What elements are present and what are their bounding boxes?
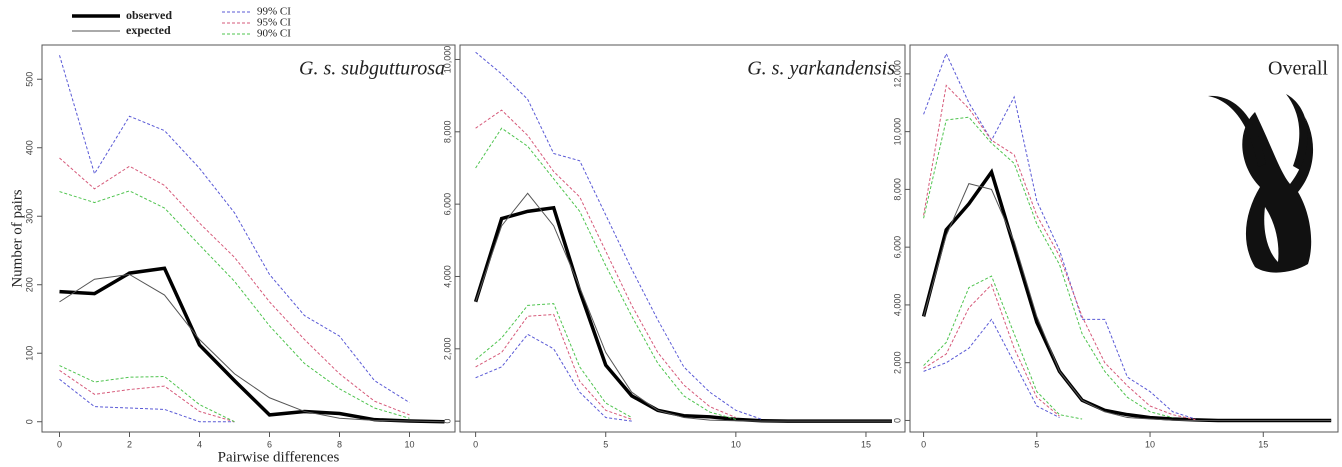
legend-label: expected bbox=[126, 23, 171, 37]
observed-line bbox=[59, 266, 445, 424]
expected-line bbox=[923, 183, 1332, 421]
y-tick-label: 0 bbox=[892, 418, 902, 423]
y-tick-label: 400 bbox=[24, 140, 34, 155]
plot-frame bbox=[459, 44, 906, 433]
ci-lower-line bbox=[923, 275, 1083, 420]
x-tick-label: 15 bbox=[861, 439, 871, 449]
x-tick-label: 5 bbox=[603, 439, 608, 449]
ci-upper-line bbox=[59, 55, 410, 403]
x-tick-label: 4 bbox=[197, 439, 202, 449]
y-tick-label: 2,000 bbox=[892, 351, 902, 374]
y-tick-label: 12,000 bbox=[892, 60, 902, 88]
ci-upper-line bbox=[475, 109, 737, 418]
x-axis-label: Pairwise differences bbox=[218, 449, 340, 465]
y-tick-label: 0 bbox=[24, 419, 34, 424]
y-tick-label: 6,000 bbox=[442, 193, 452, 216]
panel-title: Overall bbox=[1268, 58, 1328, 80]
x-tick-label: 0 bbox=[921, 439, 926, 449]
legend-label: 95% CI bbox=[257, 17, 291, 29]
ci-upper-line bbox=[923, 84, 1196, 421]
x-tick-label: 6 bbox=[267, 439, 272, 449]
ci-lower-line bbox=[475, 313, 632, 420]
y-tick-label: 10,000 bbox=[892, 118, 902, 146]
legend-label: observed bbox=[126, 8, 172, 22]
ci-lower-line bbox=[475, 303, 632, 418]
ci-lower-line bbox=[59, 378, 235, 423]
ci-upper-line bbox=[59, 157, 410, 416]
gazelle-illustration bbox=[1208, 94, 1314, 273]
x-tick-label: 15 bbox=[1258, 439, 1268, 449]
y-tick-label: 100 bbox=[24, 346, 34, 361]
x-tick-label: 8 bbox=[337, 439, 342, 449]
ci-upper-line bbox=[475, 127, 736, 420]
y-tick-label: 8,000 bbox=[442, 121, 452, 144]
x-tick-label: 10 bbox=[404, 439, 414, 449]
ci-lower-line bbox=[59, 369, 235, 423]
x-tick-label: 10 bbox=[1145, 439, 1155, 449]
y-axis-label: Number of pairs bbox=[9, 189, 25, 287]
observed-line bbox=[473, 205, 892, 423]
y-tick-label: 200 bbox=[24, 277, 34, 292]
x-tick-label: 0 bbox=[57, 439, 62, 449]
x-tick-label: 5 bbox=[1034, 439, 1039, 449]
y-tick-label: 2,000 bbox=[442, 338, 452, 361]
y-tick-label: 4,000 bbox=[892, 294, 902, 317]
y-tick-label: 6,000 bbox=[892, 236, 902, 259]
ci-upper-line bbox=[923, 116, 1173, 419]
plot-frame bbox=[41, 44, 456, 433]
panel-title: G. s. yarkandensis bbox=[747, 58, 895, 80]
ci-lower-line bbox=[923, 318, 1060, 419]
y-tick-label: 0 bbox=[442, 419, 452, 424]
legend-label: 90% CI bbox=[257, 28, 291, 40]
y-tick-label: 10,000 bbox=[442, 46, 452, 74]
expected-line bbox=[475, 192, 892, 422]
ci-upper-line bbox=[923, 52, 1196, 420]
y-tick-label: 8,000 bbox=[892, 178, 902, 201]
expected-line bbox=[59, 273, 445, 423]
x-tick-label: 10 bbox=[731, 439, 741, 449]
panel-title: G. s. subgutturosa bbox=[299, 58, 445, 80]
y-tick-label: 4,000 bbox=[442, 265, 452, 288]
ci-lower-line bbox=[475, 333, 632, 422]
y-tick-label: 500 bbox=[24, 72, 34, 87]
ci-upper-line bbox=[59, 190, 410, 419]
legend-label: 99% CI bbox=[257, 6, 291, 18]
ci-lower-line bbox=[59, 365, 235, 423]
ci-lower-line bbox=[923, 283, 1060, 417]
x-tick-label: 0 bbox=[473, 439, 478, 449]
x-tick-label: 2 bbox=[127, 439, 132, 449]
ci-upper-line bbox=[475, 51, 763, 420]
y-tick-label: 300 bbox=[24, 209, 34, 224]
plot-frame bbox=[909, 44, 1339, 433]
